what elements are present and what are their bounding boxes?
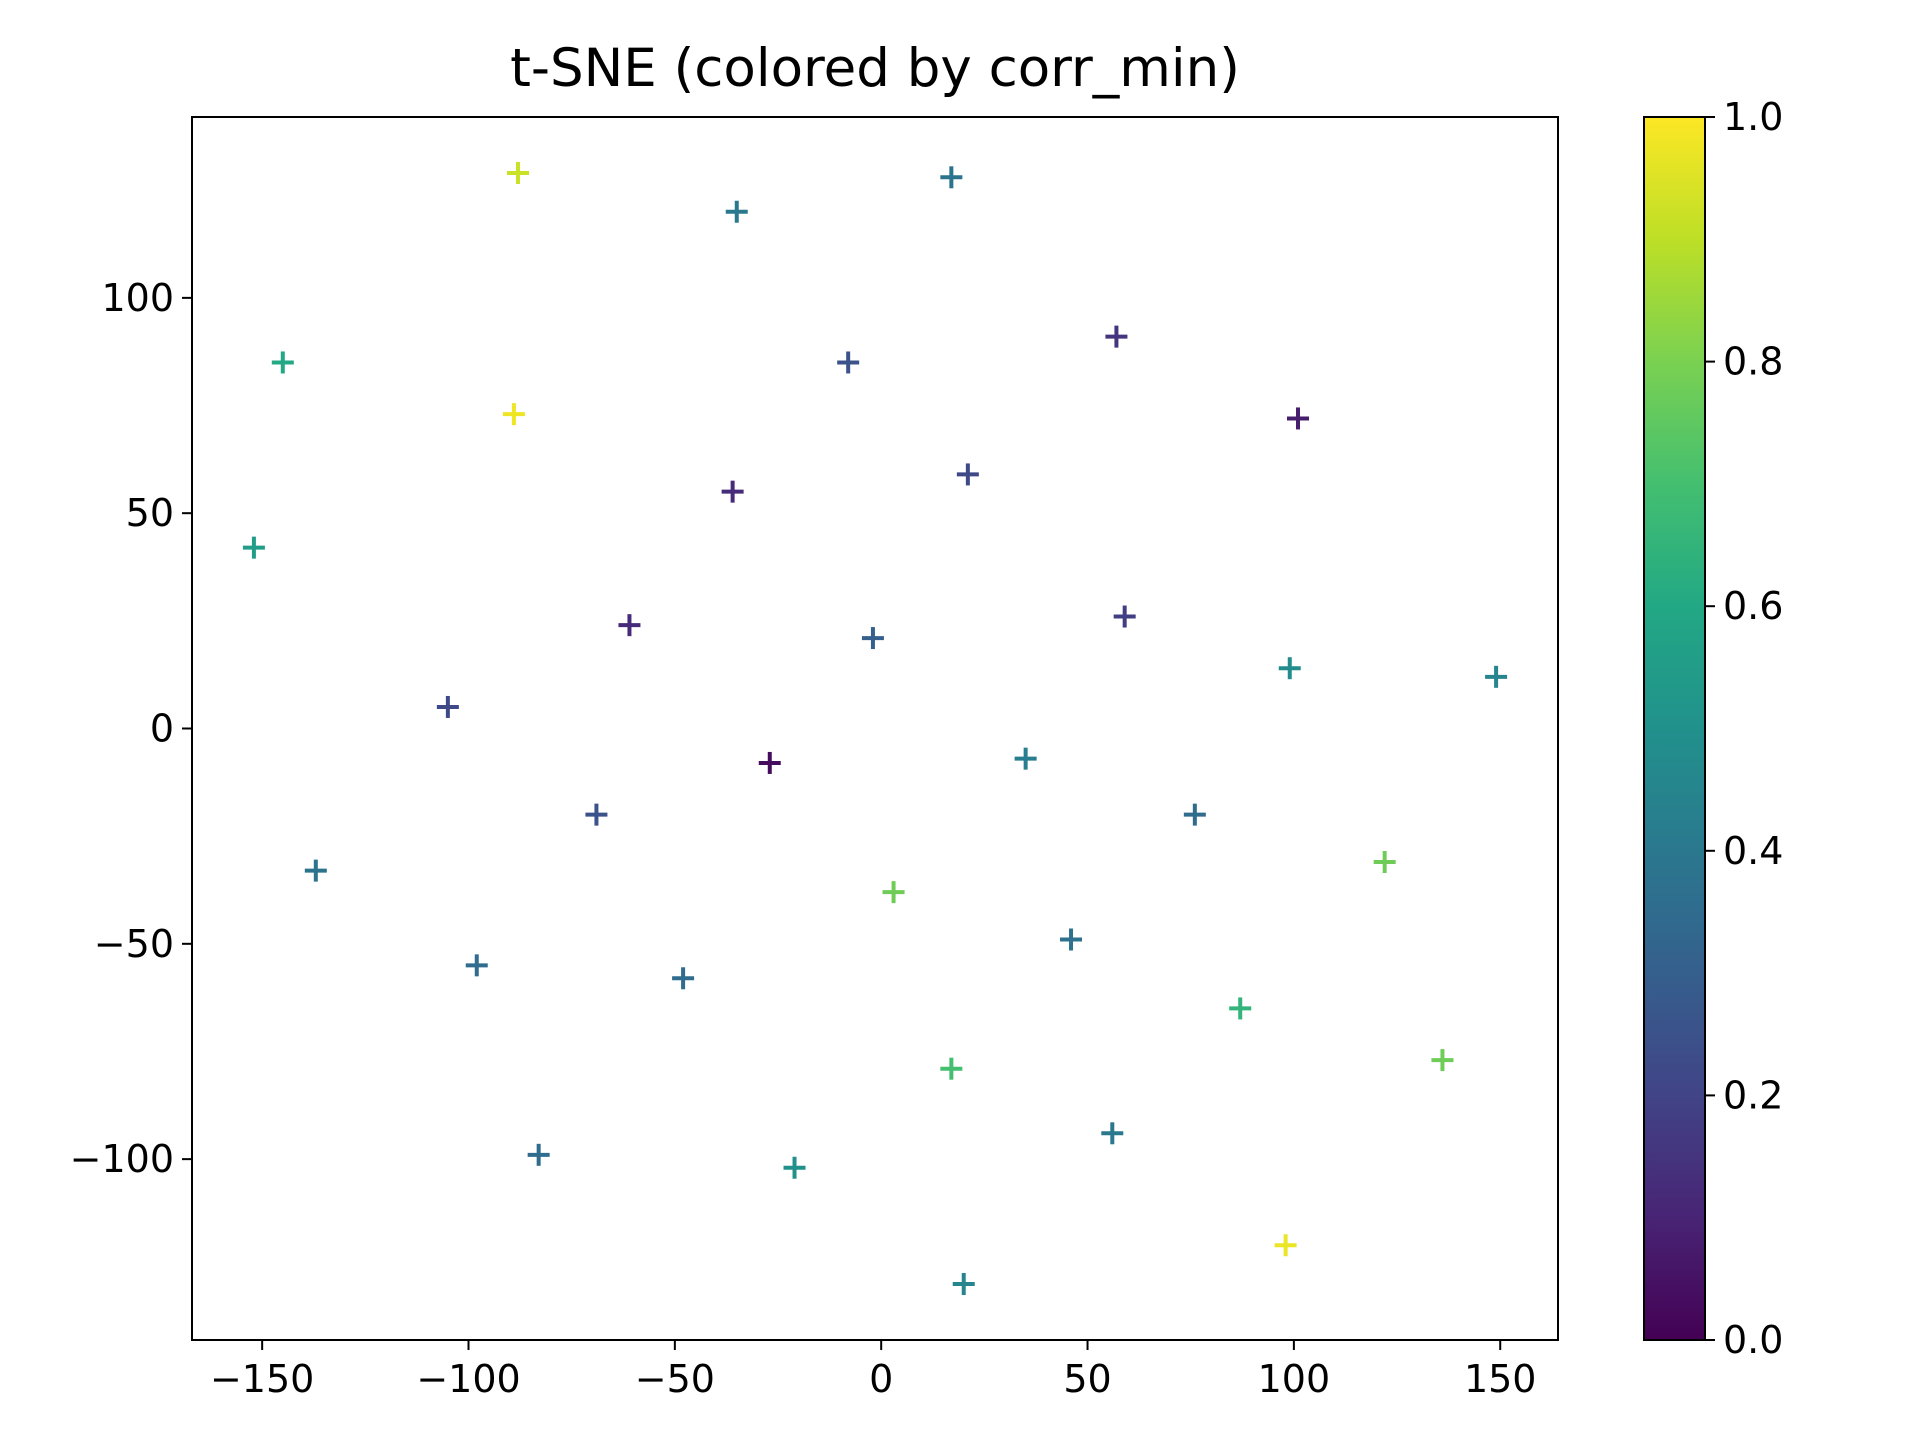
data-point <box>1485 665 1508 688</box>
x-axis: −150 −100 −50 0 50 100 150 <box>210 1340 1537 1401</box>
data-point <box>507 161 530 184</box>
y-tick-label: 50 <box>126 491 174 535</box>
colorbar-tick-label: 1.0 <box>1723 95 1783 139</box>
data-point <box>585 803 608 826</box>
data-point <box>1113 605 1136 628</box>
chart-title: t-SNE (colored by corr_min) <box>510 38 1240 99</box>
data-point <box>1229 997 1252 1020</box>
data-point <box>758 751 781 774</box>
x-tick-label: −150 <box>210 1357 314 1401</box>
x-tick-label: 100 <box>1258 1357 1331 1401</box>
colorbar-tick-label: 0.8 <box>1723 340 1783 384</box>
x-tick-label: 150 <box>1464 1357 1537 1401</box>
data-point <box>952 1273 975 1296</box>
data-point <box>465 954 488 977</box>
data-point <box>725 200 748 223</box>
data-point <box>1101 1122 1124 1145</box>
data-point <box>1373 850 1396 873</box>
colorbar-axis: 0.0 0.2 0.4 0.6 0.8 1.0 <box>1705 95 1783 1362</box>
colorbar-tick-label: 0.6 <box>1723 584 1783 628</box>
data-point <box>436 695 459 718</box>
data-point <box>1060 928 1083 951</box>
y-tick-label: 100 <box>101 276 174 320</box>
y-axis: −100 −50 0 50 100 <box>70 276 192 1181</box>
x-tick-label: 50 <box>1063 1357 1111 1401</box>
data-point <box>940 166 963 189</box>
colorbar-tick-label: 0.2 <box>1723 1073 1783 1117</box>
data-point <box>1287 407 1310 430</box>
data-point <box>1014 747 1037 770</box>
data-point <box>1105 325 1128 348</box>
data-point <box>527 1143 550 1166</box>
data-point <box>618 614 641 637</box>
data-point <box>882 881 905 904</box>
points-layer <box>242 161 1508 1296</box>
plot-area-frame <box>191 116 1559 1341</box>
data-point <box>304 859 327 882</box>
y-tick-label: 0 <box>150 707 174 751</box>
x-tick-label: 0 <box>869 1357 893 1401</box>
colorbar-tick-label: 0.4 <box>1723 829 1783 873</box>
colorbar-tick-label: 0.0 <box>1723 1318 1783 1362</box>
data-point <box>1183 803 1206 826</box>
data-point <box>271 351 294 374</box>
data-point <box>1274 1234 1297 1257</box>
data-point <box>672 967 695 990</box>
data-point <box>783 1156 806 1179</box>
y-tick-label: −50 <box>94 922 174 966</box>
data-point <box>1431 1049 1454 1072</box>
data-point <box>861 627 884 650</box>
data-point <box>721 480 744 503</box>
data-point <box>940 1057 963 1080</box>
data-point <box>956 463 979 486</box>
x-tick-label: −50 <box>635 1357 715 1401</box>
data-point <box>502 403 525 426</box>
data-point <box>1278 657 1301 680</box>
x-tick-label: −100 <box>416 1357 520 1401</box>
colorbar <box>1643 116 1706 1341</box>
data-point <box>837 351 860 374</box>
y-tick-label: −100 <box>70 1137 174 1181</box>
data-point <box>242 536 265 559</box>
